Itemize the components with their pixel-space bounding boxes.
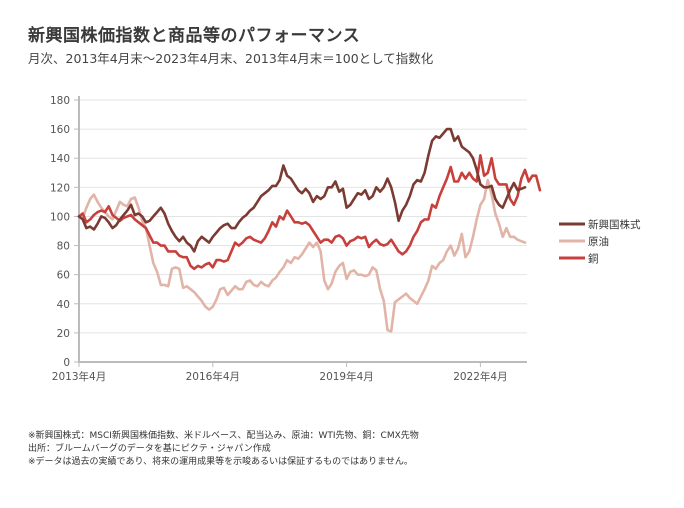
series-lines <box>77 127 542 333</box>
y-tick-label: 0 <box>63 357 70 369</box>
y-tick-label: 120 <box>50 182 70 194</box>
y-tick-label: 40 <box>57 299 70 311</box>
y-tick-label: 160 <box>50 124 70 136</box>
y-tick-label: 140 <box>50 153 70 165</box>
axes <box>78 96 527 363</box>
series-line-1 <box>77 178 527 333</box>
footnote-source: 出所：ブルームバーグのデータを基にピクテ・ジャパン作成 <box>28 444 271 454</box>
footnotes: ※新興国株式：MSCI新興国株価指数、米ドルベース、配当込み、原油：WTI先物、… <box>28 430 419 469</box>
legend-label: 銅 <box>588 252 599 265</box>
x-tick-label: 2016年4月 <box>186 370 240 383</box>
y-tick-label: 100 <box>50 211 70 223</box>
series-line-2 <box>77 154 542 271</box>
x-axis-ticks: 2013年4月 2016年4月 2019年4月 2022年4月 <box>52 362 508 383</box>
y-tick-label: 80 <box>57 241 70 253</box>
legend-label: 原油 <box>588 235 609 248</box>
chart-title: 新興国株価指数と商品等のパフォーマンス <box>28 26 361 46</box>
legend-label: 新興国株式 <box>588 218 641 231</box>
footnote-definition: ※新興国株式：MSCI新興国株価指数、米ドルベース、配当込み、原油：WTI先物、… <box>28 431 419 441</box>
y-tick-label: 180 <box>50 95 70 107</box>
gridlines <box>79 99 527 334</box>
x-tick-label: 2022年4月 <box>453 370 507 383</box>
y-tick-label: 60 <box>57 270 70 282</box>
series-line-0 <box>77 127 527 253</box>
x-tick-label: 2019年4月 <box>319 370 373 383</box>
y-axis-ticks: 0 20 40 60 80 100 120 140 160 180 <box>50 95 79 369</box>
y-tick-label: 20 <box>57 328 70 340</box>
x-tick-label: 2013年4月 <box>52 370 106 383</box>
chart-subtitle: 月次、2013年4月末～2023年4月末、2013年4月末＝100として指数化 <box>28 51 434 66</box>
footnote-disclaimer: ※データは過去の実績であり、将来の運用成果等を示唆あるいは保証するものではありま… <box>28 457 413 467</box>
